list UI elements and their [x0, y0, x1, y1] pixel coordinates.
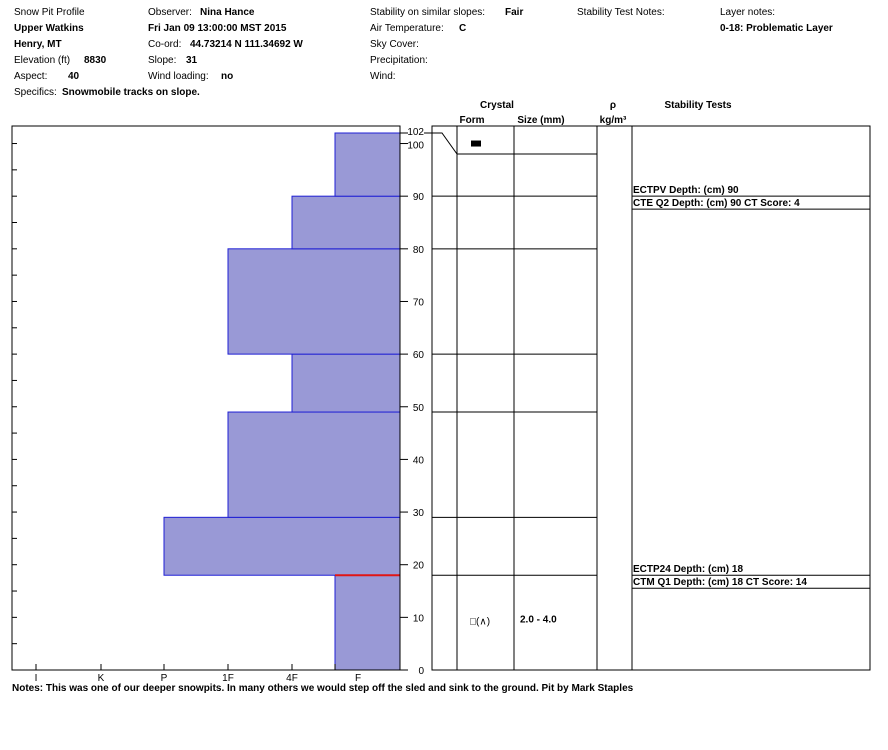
stability-test-1-b: CTM Q1 Depth: (cm) 18 CT Score: 14 — [633, 577, 807, 588]
wind-label: Wind: — [370, 71, 396, 82]
air-temperature-value: C — [459, 23, 467, 34]
stability-test-0-a: ECTPV Depth: (cm) 90 — [633, 185, 739, 196]
crystal-header: Crystal — [480, 100, 514, 111]
depth-label-0: 0 — [418, 666, 424, 677]
observation-datetime: Fri Jan 09 13:00:00 MST 2015 — [148, 23, 287, 34]
depth-label-50: 50 — [413, 403, 425, 414]
crystal-frame — [431, 125, 871, 671]
specifics-label: Specifics: — [14, 87, 57, 98]
density-unit-header: kg/m³ — [600, 115, 627, 126]
depth-label-80: 80 — [413, 245, 425, 256]
hardness-label-P: P — [161, 673, 168, 684]
hardness-bar-49-60 — [291, 353, 401, 413]
precipitation-label: Precipitation: — [370, 55, 428, 66]
hardness-label-F: F — [355, 673, 361, 684]
hardness-bar-0-18 — [334, 574, 401, 671]
sky-cover-label: Sky Cover: — [370, 39, 419, 50]
depth-label-90: 90 — [413, 192, 425, 203]
hardness-bar-60-80 — [227, 248, 401, 355]
stability-value: Fair — [505, 7, 524, 18]
elevation-value: 8830 — [84, 55, 107, 66]
depth-label-60: 60 — [413, 350, 425, 361]
layer-notes-label: Layer notes: — [720, 7, 776, 18]
pit-notes: Notes: This was one of our deeper snowpi… — [12, 683, 634, 694]
hardness-bar-90-102 — [334, 132, 401, 197]
stability-test-1-a: ECTP24 Depth: (cm) 18 — [633, 564, 743, 575]
layer-notes-value: 0-18: Problematic Layer — [720, 23, 833, 34]
crystal-form-symbol-1: □(∧) — [470, 616, 490, 627]
crystal-size-1: 2.0 - 4.0 — [520, 614, 557, 625]
hardness-bar-29-49 — [227, 411, 401, 518]
aspect-label: Aspect: — [14, 71, 48, 82]
pit-title: Snow Pit Profile — [14, 7, 85, 18]
stability-test-notes-label: Stability Test Notes: — [577, 7, 665, 18]
wind-loading-label: Wind loading: — [148, 71, 209, 82]
elevation-label: Elevation (ft) — [14, 55, 71, 66]
slope-label: Slope: — [148, 55, 177, 66]
depth-label-20: 20 — [413, 561, 425, 572]
depth-label-100: 100 — [407, 141, 424, 152]
size-header: Size (mm) — [517, 115, 564, 126]
hardness-label-I: I — [35, 673, 38, 684]
aspect-value: 40 — [68, 71, 80, 82]
hardness-label-1F: 1F — [222, 673, 234, 684]
depth-label-10: 10 — [413, 613, 425, 624]
air-temperature-label: Air Temperature: — [370, 23, 444, 34]
stability-header: Stability Tests — [664, 100, 731, 111]
wind-loading-value: no — [221, 71, 234, 82]
hardness-bar-80-90 — [291, 195, 401, 250]
crystal-form-symbol-0 — [471, 140, 481, 147]
hardness-bar-18-29 — [163, 516, 401, 576]
depth-label-102: 102 — [407, 127, 424, 138]
depth-label-40: 40 — [413, 455, 425, 466]
stability-test-0-b: CTE Q2 Depth: (cm) 90 CT Score: 4 — [633, 198, 800, 209]
region: Henry, MT — [14, 39, 62, 50]
coord-value: 44.73214 N 111.34692 W — [190, 39, 303, 50]
observer-value: Nina Hance — [200, 7, 255, 18]
location-name: Upper Watkins — [14, 23, 84, 34]
hardness-label-4F: 4F — [286, 673, 298, 684]
depth-label-30: 30 — [413, 508, 425, 519]
slope-value: 31 — [186, 55, 198, 66]
surface-connector — [432, 132, 597, 155]
stability-label: Stability on similar slopes: — [370, 7, 486, 18]
specifics-value: Snowmobile tracks on slope. — [62, 87, 200, 98]
observer-label: Observer: — [148, 7, 192, 18]
rho-header: ρ — [610, 100, 616, 111]
hardness-label-K: K — [98, 673, 105, 684]
form-header: Form — [460, 115, 485, 126]
depth-label-70: 70 — [413, 297, 425, 308]
coord-label: Co-ord: — [148, 39, 182, 50]
